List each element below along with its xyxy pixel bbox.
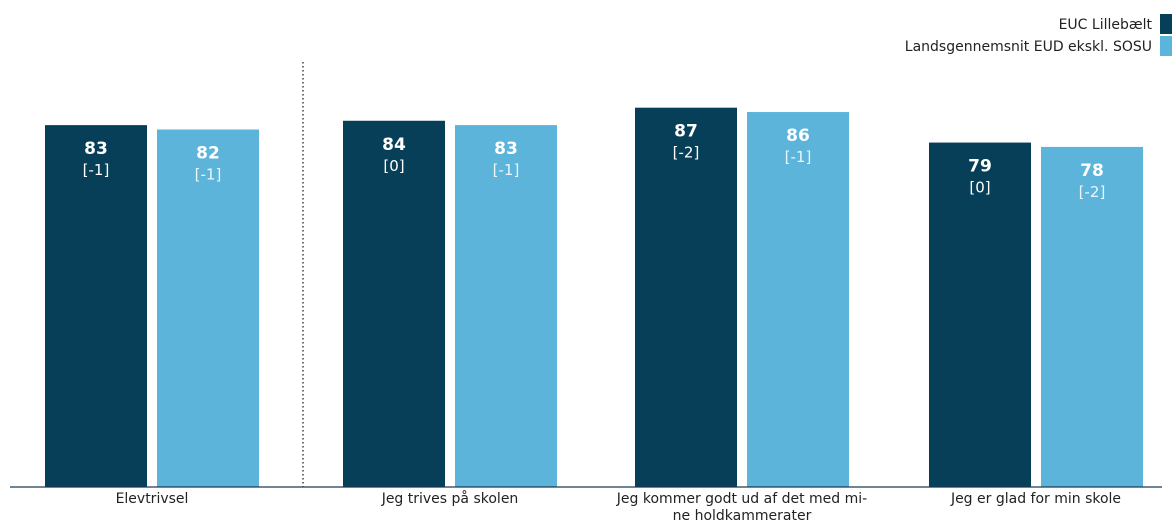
bar-change-label: [-1]	[83, 161, 110, 179]
x-tick-label: Jeg kommer godt ud af det med mi-	[616, 491, 867, 507]
bar-series-2-1	[157, 129, 259, 488]
x-tick-label: ne holdkammerater	[673, 508, 812, 524]
legend-label: Landsgennemsnit EUD ekskl. SOSU	[905, 39, 1152, 55]
category-labels: Elevtrivsel Jeg trives på skolen Jeg komme…	[116, 490, 1121, 524]
bar-change-label: [-1]	[195, 165, 222, 183]
bar-value-label: 87	[674, 122, 698, 142]
bars: 83 [-1] 82 [-1] 84 [0] 83 [-1] 87 [-2] 86 [-1] 79 [0]…	[45, 107, 1143, 488]
bar-value-label: 83	[494, 139, 518, 159]
x-tick-label: Jeg trives på skolen	[381, 490, 519, 507]
bar-change-label: [-2]	[1079, 183, 1106, 201]
legend-swatch	[1160, 36, 1172, 56]
bar-value-label: 82	[196, 143, 220, 163]
legend-swatch	[1160, 14, 1172, 34]
bar-change-label: [-2]	[673, 144, 700, 162]
bar-series-1-2	[343, 120, 445, 487]
bar-value-label: 86	[786, 126, 810, 146]
bar-series-1-3	[635, 107, 737, 488]
bar-value-label: 83	[84, 139, 108, 159]
bar-change-label: [-1]	[493, 161, 520, 179]
x-tick-label: Jeg er glad for min skole	[950, 491, 1121, 507]
bar-series-1-1	[45, 125, 147, 488]
legend: EUC Lillebælt Landsgennemsnit EUD ekskl. …	[905, 14, 1172, 56]
bar-change-label: [0]	[383, 157, 404, 175]
bar-value-label: 78	[1080, 161, 1104, 181]
legend-label: EUC Lillebælt	[1059, 17, 1153, 33]
bar-change-label: [0]	[969, 179, 990, 197]
bar-series-2-3	[747, 112, 849, 487]
bar-series-2-4	[1041, 146, 1143, 488]
bar-series-1-4	[929, 142, 1031, 487]
bar-series-2-2	[455, 125, 557, 488]
bar-value-label: 84	[382, 135, 406, 155]
bar-change-label: [-1]	[785, 148, 812, 166]
x-tick-label: Elevtrivsel	[116, 491, 189, 507]
bar-value-label: 79	[968, 157, 992, 177]
